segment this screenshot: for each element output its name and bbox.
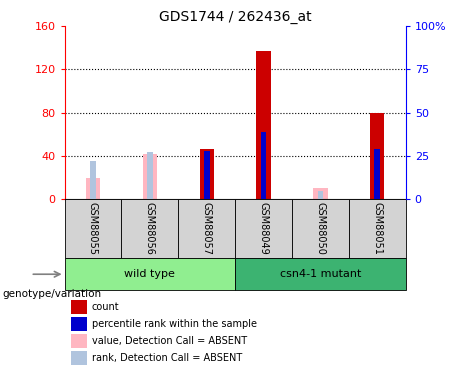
Text: GSM88051: GSM88051 bbox=[372, 202, 382, 255]
Bar bbox=[147, 153, 153, 199]
Bar bbox=[374, 149, 380, 199]
Text: count: count bbox=[92, 302, 119, 312]
Text: csn4-1 mutant: csn4-1 mutant bbox=[280, 269, 361, 279]
Title: GDS1744 / 262436_at: GDS1744 / 262436_at bbox=[159, 10, 312, 24]
Text: GSM88049: GSM88049 bbox=[259, 202, 269, 255]
Text: rank, Detection Call = ABSENT: rank, Detection Call = ABSENT bbox=[92, 353, 242, 363]
Bar bbox=[292, 199, 349, 258]
Bar bbox=[121, 199, 178, 258]
Bar bbox=[204, 151, 209, 199]
Text: wild type: wild type bbox=[124, 269, 175, 279]
Text: genotype/variation: genotype/variation bbox=[2, 290, 101, 299]
Text: GSM88050: GSM88050 bbox=[315, 202, 325, 255]
Bar bbox=[71, 317, 87, 331]
Bar bbox=[178, 199, 235, 258]
Bar bbox=[143, 154, 157, 199]
Bar bbox=[235, 258, 406, 290]
Bar bbox=[71, 351, 87, 365]
Bar bbox=[71, 334, 87, 348]
Bar bbox=[318, 190, 323, 199]
Text: percentile rank within the sample: percentile rank within the sample bbox=[92, 319, 257, 329]
Bar bbox=[256, 51, 271, 199]
Bar bbox=[86, 177, 100, 199]
Text: GSM88055: GSM88055 bbox=[88, 202, 98, 255]
Bar bbox=[65, 199, 121, 258]
Bar bbox=[349, 199, 406, 258]
Bar bbox=[65, 258, 235, 290]
Text: value, Detection Call = ABSENT: value, Detection Call = ABSENT bbox=[92, 336, 247, 346]
Bar bbox=[370, 113, 384, 199]
Text: GSM88056: GSM88056 bbox=[145, 202, 155, 255]
Text: GSM88057: GSM88057 bbox=[201, 202, 212, 255]
Bar bbox=[90, 161, 96, 199]
Bar bbox=[71, 300, 87, 314]
Bar bbox=[235, 199, 292, 258]
Bar bbox=[200, 150, 214, 199]
Bar bbox=[261, 132, 266, 199]
Bar bbox=[313, 188, 327, 199]
